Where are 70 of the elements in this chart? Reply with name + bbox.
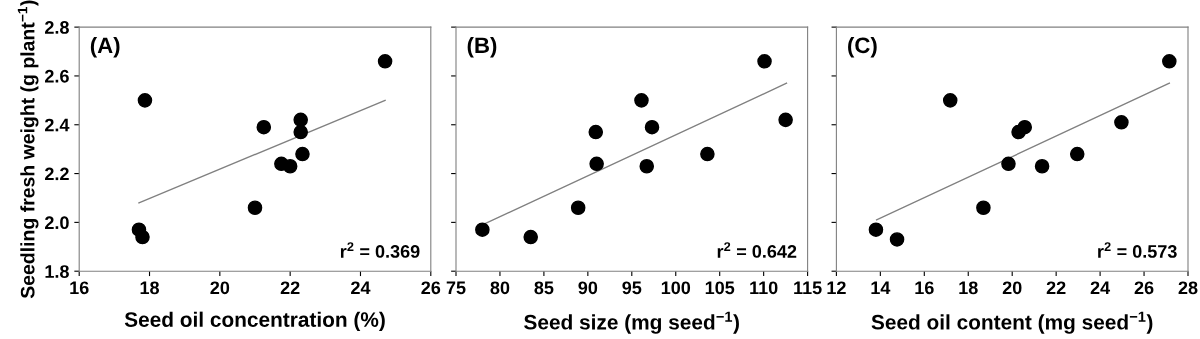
x-tick-label: 24 <box>1090 281 1111 295</box>
x-tick-label: 18 <box>140 281 160 295</box>
point <box>247 200 263 216</box>
point <box>757 54 772 69</box>
point <box>295 146 310 162</box>
point <box>282 158 298 174</box>
x-tick-label: 100 <box>661 281 691 295</box>
point <box>976 200 991 216</box>
x-tick-label: 110 <box>750 281 778 295</box>
x-tick-label: 85 <box>534 281 554 295</box>
annotation: (B) <box>467 36 497 58</box>
y-tick-label: 2.4 <box>45 118 70 132</box>
x-tick-label: 16 <box>915 281 934 295</box>
x-axis-title: Seed oil concentration (%) <box>124 311 385 332</box>
point <box>1069 146 1085 162</box>
y-tick-label: 2.0 <box>45 216 69 230</box>
x-tick-label: 20 <box>1002 281 1022 295</box>
point <box>942 93 958 108</box>
point <box>523 229 538 245</box>
annotation: (A) <box>90 36 120 58</box>
annotation: r$^{2}$ = 0.642 <box>717 242 797 258</box>
point <box>889 232 905 247</box>
x-tick-label: 18 <box>959 281 978 295</box>
y-tick-label: 2.6 <box>45 69 69 83</box>
annotation: (C) <box>848 36 877 58</box>
point <box>644 119 660 135</box>
x-tick-label: 95 <box>622 281 642 295</box>
y-tick-label: 2.2 <box>45 167 69 181</box>
x-tick-label: 28 <box>1178 281 1198 295</box>
point <box>588 124 604 140</box>
point <box>293 112 308 128</box>
point <box>1162 54 1177 69</box>
point <box>1034 158 1050 174</box>
point <box>634 93 649 108</box>
x-tick-label: 26 <box>1134 281 1154 295</box>
point <box>1001 156 1016 172</box>
x-tick-label: 105 <box>705 281 735 295</box>
point <box>700 146 715 162</box>
point <box>475 222 490 237</box>
x-tick-label: 115 <box>794 281 822 295</box>
point <box>1017 119 1033 135</box>
x-tick-label: 75 <box>446 281 466 295</box>
x-tick-label: 90 <box>578 281 598 295</box>
point <box>589 156 604 172</box>
point <box>137 93 153 108</box>
annotation: r$^{2}$ = 0.369 <box>340 242 420 258</box>
x-axis-title: Seed size (mg seed$^{−1}$) <box>524 311 739 334</box>
point <box>1114 115 1129 130</box>
y-tick-label: 2.8 <box>45 21 69 34</box>
x-tick-label: 80 <box>490 281 510 295</box>
annotation: r$^{2}$ = 0.573 <box>1098 242 1177 258</box>
point <box>377 54 393 69</box>
y-tick-label: 1.8 <box>45 265 69 278</box>
x-tick-label: 16 <box>70 281 89 295</box>
point <box>868 222 884 237</box>
point <box>570 200 586 216</box>
point <box>778 112 793 128</box>
x-tick-label: 12 <box>827 281 846 295</box>
x-tick-label: 22 <box>1046 281 1066 295</box>
point <box>293 124 308 140</box>
x-tick-label: 20 <box>210 281 230 295</box>
x-tick-label: 22 <box>280 281 300 295</box>
y-axis-title: Seedling fresh weight (g plant$^{−1}$) <box>17 0 39 299</box>
x-tick-label: 24 <box>351 281 371 295</box>
point <box>135 229 150 245</box>
point <box>639 158 655 174</box>
point <box>256 119 272 135</box>
x-tick-label: 26 <box>421 281 441 295</box>
x-tick-label: 14 <box>871 281 891 295</box>
x-axis-title: Seed oil content (mg seed$^{−1}$) <box>871 311 1153 334</box>
